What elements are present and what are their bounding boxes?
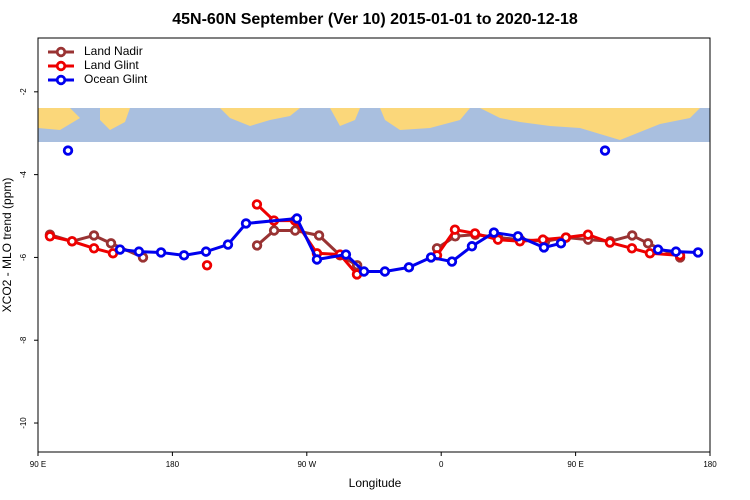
data-point (604, 237, 616, 248)
data-point (88, 230, 100, 241)
x-tick-label: 180 (703, 460, 717, 469)
data-point (652, 244, 664, 255)
data-point (449, 224, 461, 235)
x-tick-label: 0 (439, 460, 444, 469)
data-point (133, 246, 145, 257)
data-point (469, 228, 481, 239)
data-point (379, 266, 391, 277)
data-point (340, 249, 352, 260)
data-point (251, 199, 263, 210)
data-point (114, 244, 126, 255)
data-point (66, 236, 78, 247)
data-point (88, 243, 100, 254)
data-point (642, 238, 654, 249)
data-point (291, 213, 303, 224)
data-point (466, 241, 478, 252)
data-point (555, 238, 567, 249)
legend-label: Land Nadir (84, 44, 143, 58)
chart-title: 45N-60N September (Ver 10) 2015-01-01 to… (172, 11, 578, 28)
y-tick-label: -4 (19, 171, 28, 179)
y-axis-label: XCO2 - MLO trend (ppm) (0, 178, 14, 313)
data-point (626, 230, 638, 241)
x-tick-label: 90 W (297, 460, 316, 469)
data-point (626, 243, 638, 254)
legend-swatch-marker (55, 46, 67, 58)
data-point (105, 238, 117, 249)
map-band (38, 108, 710, 142)
data-point (488, 227, 500, 238)
data-point (200, 246, 212, 257)
x-tick-label: 90 E (567, 460, 583, 469)
legend-label: Ocean Glint (84, 72, 148, 86)
data-point (240, 218, 252, 229)
data-point (537, 234, 549, 245)
data-point (289, 225, 301, 236)
data-point (403, 262, 415, 273)
x-tick-label: 90 E (30, 460, 46, 469)
y-tick-label: -2 (19, 88, 28, 96)
data-point (599, 145, 611, 156)
y-tick-label: -10 (19, 417, 28, 429)
data-point (313, 230, 325, 241)
data-point (201, 260, 213, 271)
y-tick-label: -8 (19, 336, 28, 344)
data-point (644, 248, 656, 259)
data-point (512, 231, 524, 242)
x-tick-label: 180 (166, 460, 180, 469)
data-point (251, 240, 263, 251)
data-point (425, 252, 437, 263)
y-tick-label: -6 (19, 253, 28, 261)
data-point (692, 247, 704, 258)
data-point (446, 256, 458, 267)
data-point (582, 229, 594, 240)
data-point (44, 231, 56, 242)
legend-label: Land Glint (84, 58, 139, 72)
data-point (222, 239, 234, 250)
data-point (538, 242, 550, 253)
data-point (178, 250, 190, 261)
x-axis-label: Longitude (349, 476, 402, 490)
legend-swatch-marker (55, 74, 67, 86)
data-point (62, 145, 74, 156)
map-land (38, 108, 700, 140)
data-point (670, 246, 682, 257)
data-point (155, 247, 167, 258)
data-point (358, 266, 370, 277)
data-point (268, 225, 280, 236)
legend-swatch-marker (55, 60, 67, 72)
data-point (311, 254, 323, 265)
plot-frame (37, 37, 711, 453)
